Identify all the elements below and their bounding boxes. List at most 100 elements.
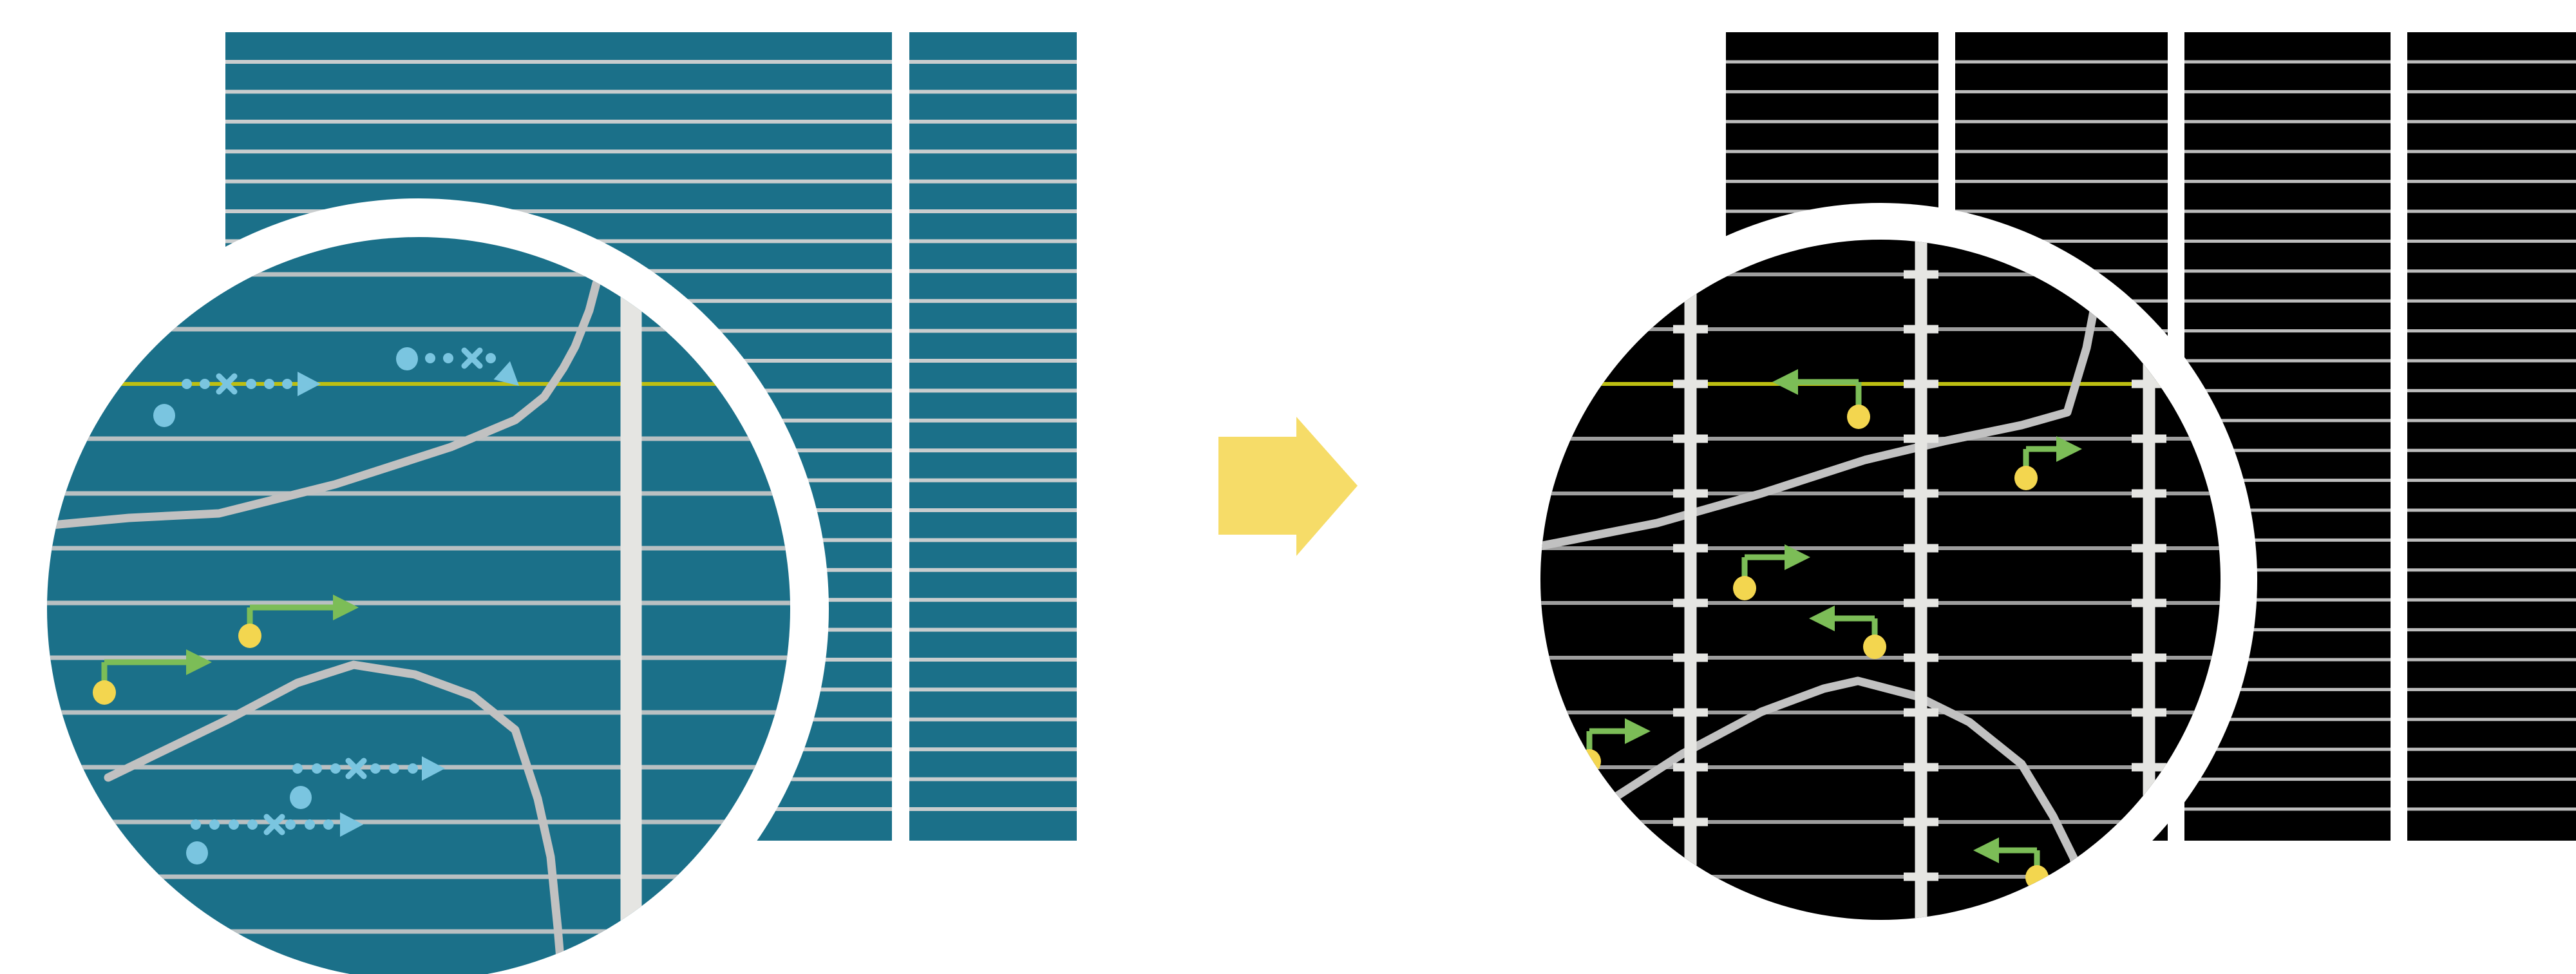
finger-line <box>225 149 892 154</box>
finger-line <box>1955 209 2168 213</box>
path-dot <box>305 819 315 830</box>
finger-line <box>909 538 1077 542</box>
busbar-solder-pad <box>1904 653 1938 662</box>
finger-line <box>2407 269 2576 273</box>
finger-line <box>1726 90 1938 93</box>
carrier-dot <box>2014 466 2038 490</box>
finger-line <box>2407 807 2576 811</box>
finger-line <box>1540 765 2221 769</box>
finger-line <box>2407 568 2576 572</box>
path-dot <box>443 353 453 363</box>
micro-crack-line <box>47 279 601 530</box>
left-panel-cell-segment <box>909 32 1077 841</box>
path-dot <box>312 763 322 774</box>
x-mark-icon <box>461 347 483 369</box>
finger-line <box>1955 120 2168 124</box>
finger-line <box>1540 656 2221 660</box>
path-dot <box>330 763 341 774</box>
finger-line <box>1540 711 2221 714</box>
finger-line <box>2407 359 2576 363</box>
finger-line <box>2184 209 2391 213</box>
finger-line <box>47 600 790 606</box>
finger-line <box>909 269 1077 273</box>
finger-line <box>47 765 790 770</box>
electron-dot <box>153 404 175 427</box>
finger-line <box>909 329 1077 333</box>
finger-line <box>225 119 892 124</box>
finger-line <box>47 546 790 551</box>
path-dot <box>282 379 292 389</box>
finger-line <box>2407 747 2576 751</box>
finger-line <box>1540 601 2221 605</box>
finger-line <box>909 179 1077 184</box>
finger-line <box>909 119 1077 124</box>
finger-line <box>1540 492 2221 495</box>
finger-line <box>47 655 790 660</box>
finger-line <box>909 90 1077 94</box>
arrowhead-icon <box>298 372 321 396</box>
busbar-solder-pad <box>1904 379 1938 388</box>
collected-electron-arrow <box>1733 544 1810 600</box>
arrowhead-icon <box>1785 544 1810 570</box>
finger-line <box>2184 388 2391 392</box>
finger-line <box>1540 820 2221 824</box>
micro-crack-line <box>104 660 566 974</box>
finger-line <box>1955 149 2168 153</box>
finger-line <box>1540 327 2221 331</box>
busbar-solder-pad <box>1904 598 1938 607</box>
arrowhead-icon <box>2056 436 2082 462</box>
finger-line <box>909 658 1077 662</box>
busbar-solder-pad <box>1673 434 1708 443</box>
path-dot <box>247 819 258 830</box>
finger-line <box>1540 272 2221 276</box>
finger-line <box>2407 448 2576 452</box>
finger-line <box>2407 718 2576 721</box>
x-mark-icon <box>216 373 238 395</box>
busbar-solder-pad <box>2132 598 2166 607</box>
finger-line <box>2407 120 2576 124</box>
finger-line <box>2184 807 2391 811</box>
busbar-solder-pad <box>1904 817 1938 826</box>
finger-line <box>1726 180 1938 184</box>
finger-line <box>2184 568 2391 572</box>
busbar-solder-pad <box>1673 544 1708 553</box>
finger-line <box>2184 419 2391 423</box>
path-dot <box>425 353 435 363</box>
finger-line <box>1540 875 2221 879</box>
finger-line <box>47 710 790 715</box>
right-panel <box>1504 32 2576 957</box>
busbar-solder-pad <box>1673 598 1708 607</box>
finger-line <box>2407 149 2576 153</box>
path-dot <box>285 819 296 830</box>
finger-line <box>2184 149 2391 153</box>
blocked-electron-path <box>290 756 445 809</box>
x-mark-icon <box>345 758 367 779</box>
finger-line <box>2184 239 2391 243</box>
finger-line <box>909 299 1077 303</box>
finger-line <box>909 568 1077 572</box>
busbar-solder-pad <box>1904 544 1938 553</box>
finger-line <box>2184 687 2391 691</box>
finger-line <box>47 436 790 441</box>
carrier-dot <box>238 624 261 648</box>
arrowhead-icon <box>422 756 445 781</box>
path-dot <box>264 379 274 389</box>
finger-line <box>225 90 892 94</box>
finger-line <box>2407 180 2576 184</box>
collected-electron-arrow <box>93 649 212 705</box>
finger-line <box>2184 718 2391 721</box>
finger-line <box>2184 180 2391 184</box>
path-dot <box>229 819 239 830</box>
arrowhead-icon <box>340 812 363 837</box>
busbar-solder-pad <box>2132 653 2166 662</box>
electron-dot <box>186 841 208 864</box>
finger-line <box>2407 538 2576 542</box>
micro-crack-line <box>1540 266 2105 551</box>
magnified-cell-surface <box>47 237 790 974</box>
busbar-solder-pad <box>1673 708 1708 717</box>
finger-line <box>909 598 1077 602</box>
finger-line <box>2184 359 2391 363</box>
busbar-solder-pad <box>1673 325 1708 334</box>
